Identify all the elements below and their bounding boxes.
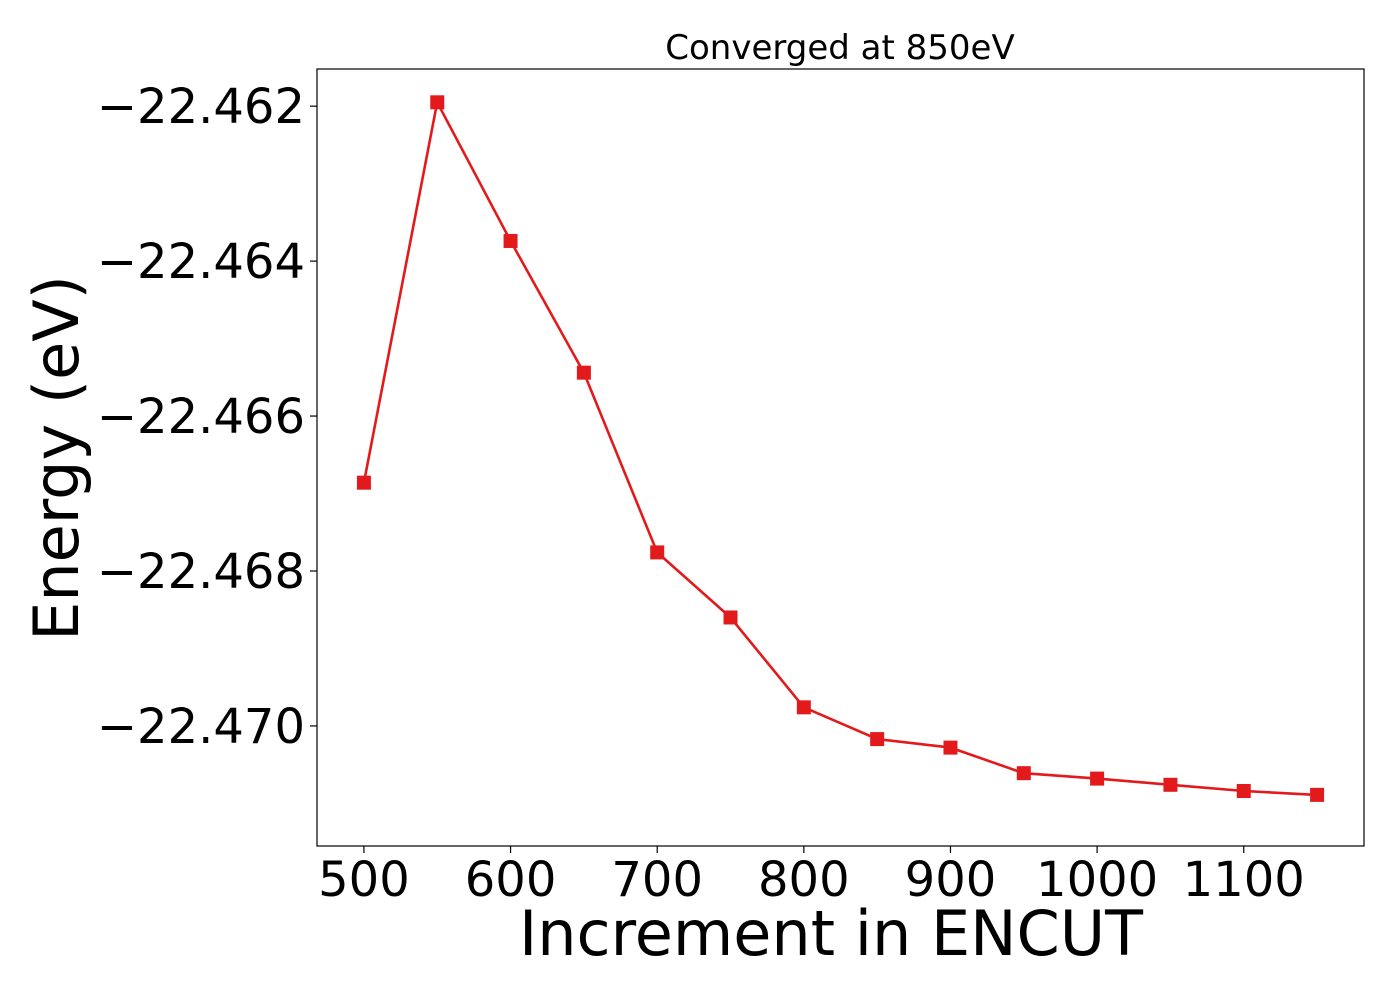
data-point — [943, 740, 958, 755]
y-axis-ticks: −22.462 −22.464 −22.466 −22.468 −22.470 — [97, 79, 317, 755]
x-axis-label: Increment in ENCUT — [519, 897, 1144, 970]
data-point — [576, 365, 591, 380]
data-point — [356, 475, 371, 490]
data-point — [1163, 777, 1178, 792]
data-point — [1310, 787, 1325, 802]
x-tick-label: 500 — [318, 852, 410, 908]
x-tick-label: 1100 — [1183, 852, 1305, 908]
y-axis-label: Energy (eV) — [20, 275, 93, 641]
y-tick-label: −22.464 — [97, 234, 305, 290]
y-tick-label: −22.470 — [97, 699, 305, 755]
series-line — [362, 101, 1318, 797]
y-tick-label: −22.462 — [97, 79, 305, 135]
y-tick-label: −22.468 — [97, 544, 305, 600]
data-point — [650, 545, 665, 560]
x-tick-label: 1000 — [1036, 852, 1158, 908]
data-point — [430, 95, 445, 110]
data-point — [503, 233, 518, 248]
data-point — [1090, 771, 1105, 786]
data-point — [1236, 783, 1251, 798]
data-point — [1016, 766, 1031, 781]
x-tick-label: 900 — [905, 852, 997, 908]
x-tick-label: 600 — [465, 852, 557, 908]
x-tick-label: 800 — [758, 852, 850, 908]
x-axis-ticks: 500 600 700 800 900 1000 1100 — [318, 846, 1305, 908]
data-point — [870, 732, 885, 747]
chart-title: Converged at 850eV — [665, 28, 1014, 68]
x-tick-label: 700 — [611, 852, 703, 908]
data-point — [796, 700, 811, 715]
series-layer — [356, 95, 1325, 802]
data-point — [723, 610, 738, 625]
plot-frame — [316, 68, 1365, 847]
y-tick-label: −22.466 — [97, 389, 305, 445]
